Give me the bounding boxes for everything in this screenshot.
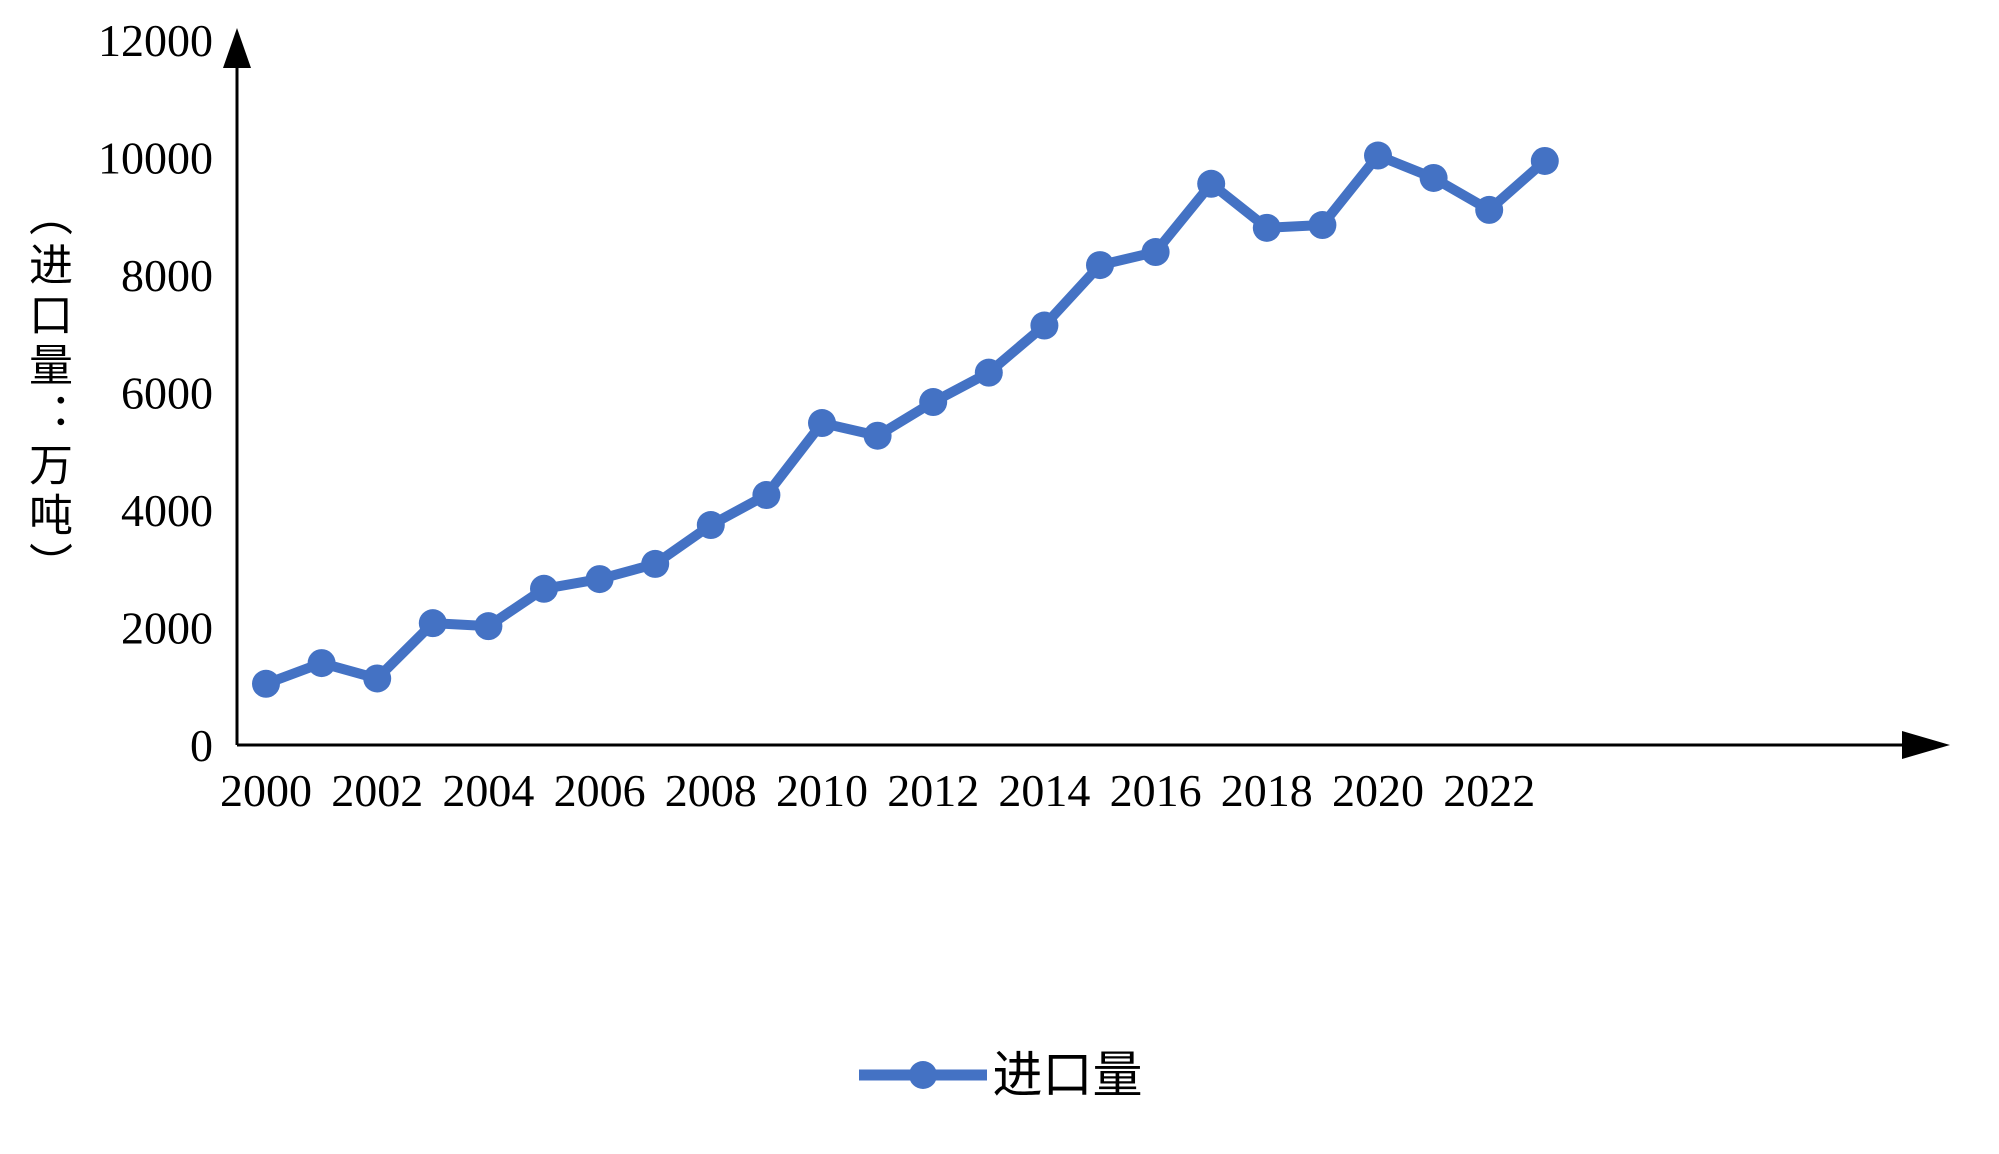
data-point	[1252, 213, 1281, 242]
data-point	[1086, 251, 1114, 280]
y-tick-label: 12000	[98, 15, 213, 66]
x-tick-label: 2014	[998, 765, 1090, 816]
data-point	[530, 574, 558, 603]
x-tick-label: 2012	[887, 765, 979, 816]
x-axis-arrow-icon	[1902, 731, 1950, 759]
legend-line-marker-icon	[858, 1061, 987, 1089]
x-tick-label: 2002	[331, 765, 423, 816]
y-tick-label: 10000	[98, 133, 213, 184]
x-tick-label: 2016	[1110, 765, 1202, 816]
data-point	[1364, 141, 1392, 170]
data-point	[1530, 146, 1559, 175]
x-tick-label: 2008	[665, 765, 757, 816]
y-tick-label: 6000	[121, 368, 213, 419]
data-point	[696, 511, 725, 540]
series-line	[261, 150, 1550, 689]
data-point	[974, 358, 1003, 387]
data-point	[919, 388, 948, 417]
y-tick-label: 2000	[121, 603, 213, 654]
data-point	[808, 409, 836, 438]
x-tick-label: 2004	[442, 765, 534, 816]
data-point	[418, 609, 447, 638]
x-tick-label: 2018	[1221, 765, 1313, 816]
data-point	[307, 649, 336, 678]
legend: 进口量	[857, 1050, 1143, 1100]
y-axis-arrow-icon	[223, 28, 251, 68]
data-point	[863, 421, 892, 450]
x-tick-label: 2022	[1443, 765, 1535, 816]
data-point	[252, 669, 280, 698]
x-tick-label: 2000	[220, 765, 312, 816]
y-tick-label: 8000	[121, 250, 213, 301]
x-tick-label: 2010	[776, 765, 868, 816]
data-point	[641, 549, 670, 578]
y-tick-label: 0	[190, 720, 213, 771]
y-tick-label: 4000	[121, 485, 213, 536]
data-point	[1475, 195, 1504, 224]
data-point	[752, 481, 781, 510]
legend-series-label: 进口量	[992, 1047, 1143, 1103]
x-tick-label: 2020	[1332, 765, 1424, 816]
legend-marker-dot	[908, 1061, 937, 1089]
data-point	[1308, 211, 1337, 240]
data-point	[1419, 163, 1448, 192]
data-point	[474, 612, 503, 641]
data-point	[585, 565, 614, 594]
x-tick-label: 2006	[554, 765, 646, 816]
data-point	[1141, 238, 1170, 267]
data-point	[1197, 169, 1226, 198]
y-axis-title: （进口量：万吨）	[22, 192, 71, 592]
data-point	[1030, 311, 1059, 340]
data-point	[363, 664, 392, 693]
